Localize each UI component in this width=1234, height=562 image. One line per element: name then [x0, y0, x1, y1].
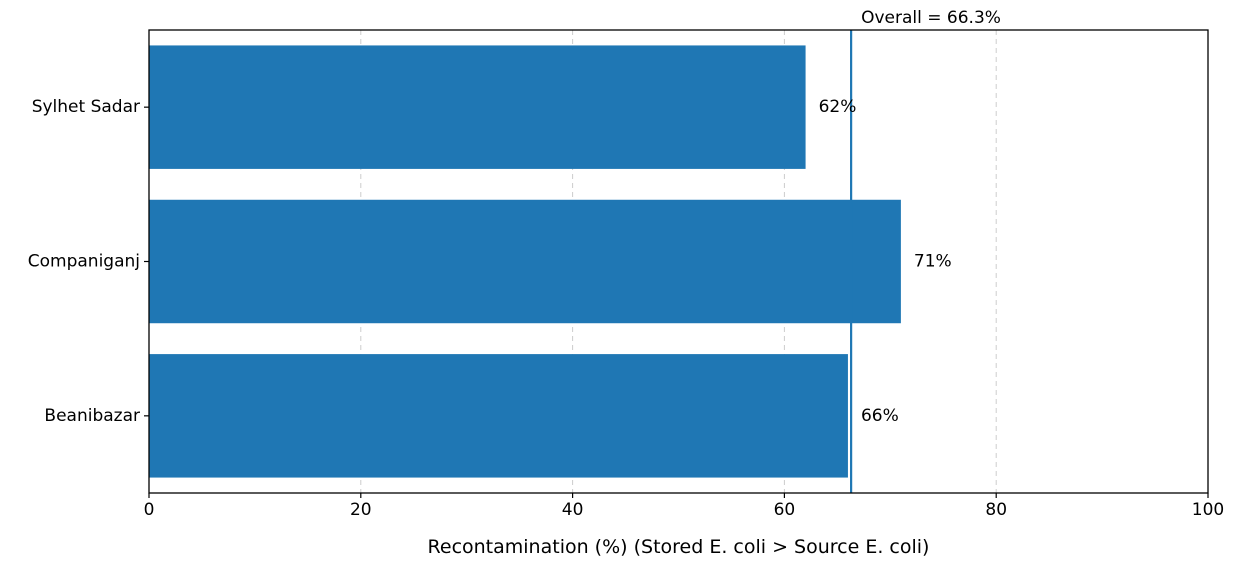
bar-companiganj — [149, 199, 901, 324]
x-tick-label: 60 — [774, 500, 796, 520]
overall-reference-label: Overall = 66.3% — [861, 8, 1001, 28]
x-tick-label: 100 — [1192, 500, 1224, 520]
x-axis-title: Recontamination (%) (Stored E. coli > So… — [428, 536, 930, 558]
y-tick-label: Companiganj — [28, 252, 140, 272]
y-tick-label: Beanibazar — [44, 406, 140, 426]
bars — [149, 45, 901, 478]
bar-value-label: 62% — [819, 97, 857, 117]
x-tick-label: 20 — [350, 500, 372, 520]
reference-line-group: Overall = 66.3% — [850, 8, 1001, 493]
bar-beanibazar — [149, 354, 848, 478]
x-axis: 0 20 40 60 80 100 — [144, 493, 1224, 520]
bar-value-label: 71% — [914, 252, 952, 272]
bar-value-labels: 62% 71% 66% — [819, 97, 952, 426]
x-tick-label: 80 — [985, 500, 1007, 520]
y-axis: Sylhet Sadar Companiganj Beanibazar — [28, 97, 149, 426]
bar-sylhet-sadar — [149, 45, 806, 169]
x-tick-label: 0 — [144, 500, 155, 520]
bar-value-label: 66% — [861, 406, 899, 426]
x-tick-label: 40 — [562, 500, 584, 520]
y-tick-label: Sylhet Sadar — [32, 97, 140, 117]
